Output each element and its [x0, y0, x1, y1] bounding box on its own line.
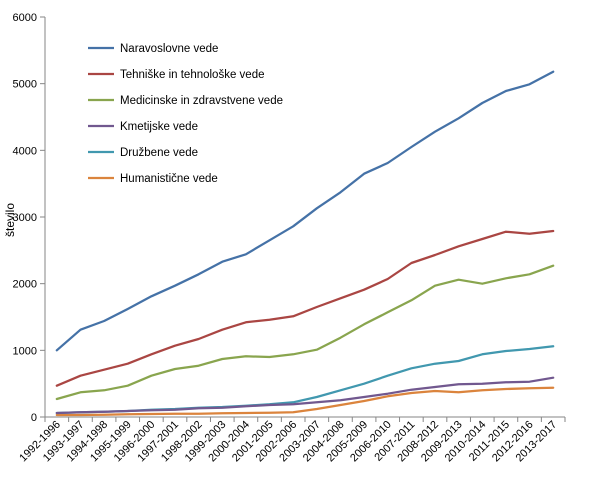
- series-line: [55, 376, 555, 415]
- y-tick-label: 6000: [13, 12, 37, 24]
- legend-label: Družbene vede: [120, 147, 198, 159]
- legend-label: Tehniške in tehnološke vede: [120, 69, 265, 81]
- legend-label: Medicinske in zdravstvene vede: [120, 95, 283, 107]
- y-tick-label: 4000: [13, 145, 37, 157]
- y-tick-label: 5000: [13, 79, 37, 91]
- y-tick-label: 1000: [13, 345, 37, 357]
- y-tick-label: 0: [31, 412, 37, 424]
- series-line: [55, 386, 555, 417]
- y-tick-label: 3000: [13, 212, 37, 224]
- series-line: [55, 264, 555, 401]
- legend-label: Naravoslovne vede: [120, 43, 218, 55]
- series-line: [55, 70, 555, 352]
- y-tick-label: 2000: [13, 279, 37, 291]
- legend-label: Kmetijske vede: [120, 121, 198, 133]
- series-line: [55, 229, 555, 387]
- legend-label: Humanistične vede: [120, 173, 218, 185]
- y-axis-title: število: [3, 203, 17, 237]
